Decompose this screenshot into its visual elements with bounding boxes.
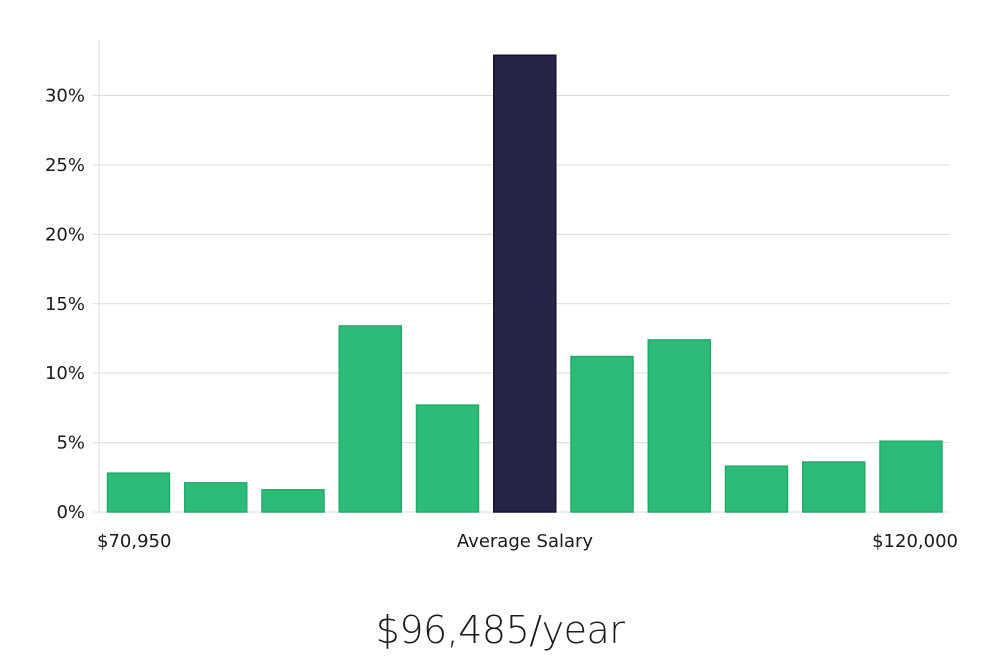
x-label-average: Average Salary [457, 531, 594, 552]
y-axis-ticks: 0% 5% 10% 15% 20% 25% 30% [45, 86, 85, 523]
salary-distribution-chart: 0% 5% 10% 15% 20% 25% 30% $70,950 Average Sala… [45, 40, 958, 552]
bar [184, 482, 248, 513]
y-tick-label: 25% [45, 155, 85, 176]
y-tick-label: 0% [56, 502, 85, 523]
bar [570, 355, 634, 513]
bar [879, 440, 943, 513]
y-tick-label: 5% [56, 433, 85, 454]
y-tick-label: 15% [45, 294, 85, 315]
bars [106, 54, 943, 513]
bar [802, 461, 866, 513]
bar [415, 404, 480, 513]
bar [647, 339, 711, 513]
average-salary-value: $96,485/year [375, 608, 625, 652]
x-label-min: $70,950 [97, 531, 171, 552]
bar-average-salary [493, 54, 557, 513]
y-tick-label: 20% [45, 224, 85, 245]
bar [106, 472, 171, 513]
x-label-max: $120,000 [872, 531, 958, 552]
bar [724, 465, 789, 513]
y-tick-label: 10% [45, 363, 85, 384]
y-tick-label: 30% [45, 86, 85, 107]
bar [261, 489, 325, 513]
bar [338, 325, 402, 513]
